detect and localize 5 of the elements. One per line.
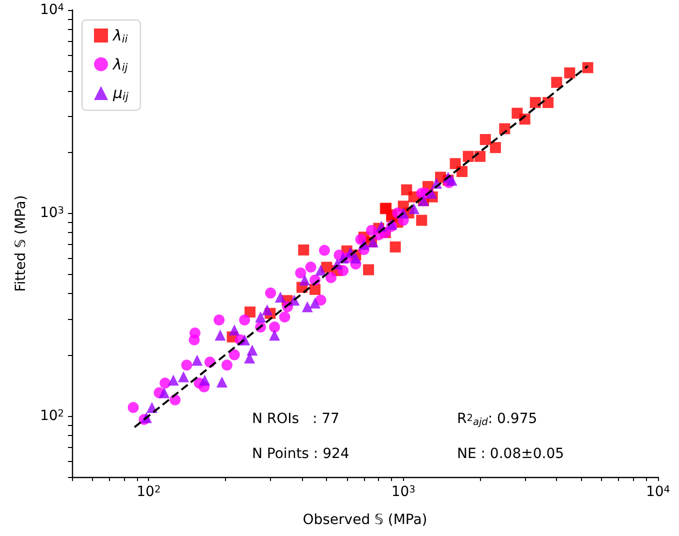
annotation: NE : 0.08±0.05: [457, 446, 564, 462]
y-axis-title: Fitted 𝕊 (MPa): [13, 195, 29, 292]
annotation: N Points : 924: [252, 446, 350, 462]
x-axis-title: Observed 𝕊 (MPa): [302, 512, 428, 528]
annotation: N ROIs : 77: [252, 411, 340, 427]
